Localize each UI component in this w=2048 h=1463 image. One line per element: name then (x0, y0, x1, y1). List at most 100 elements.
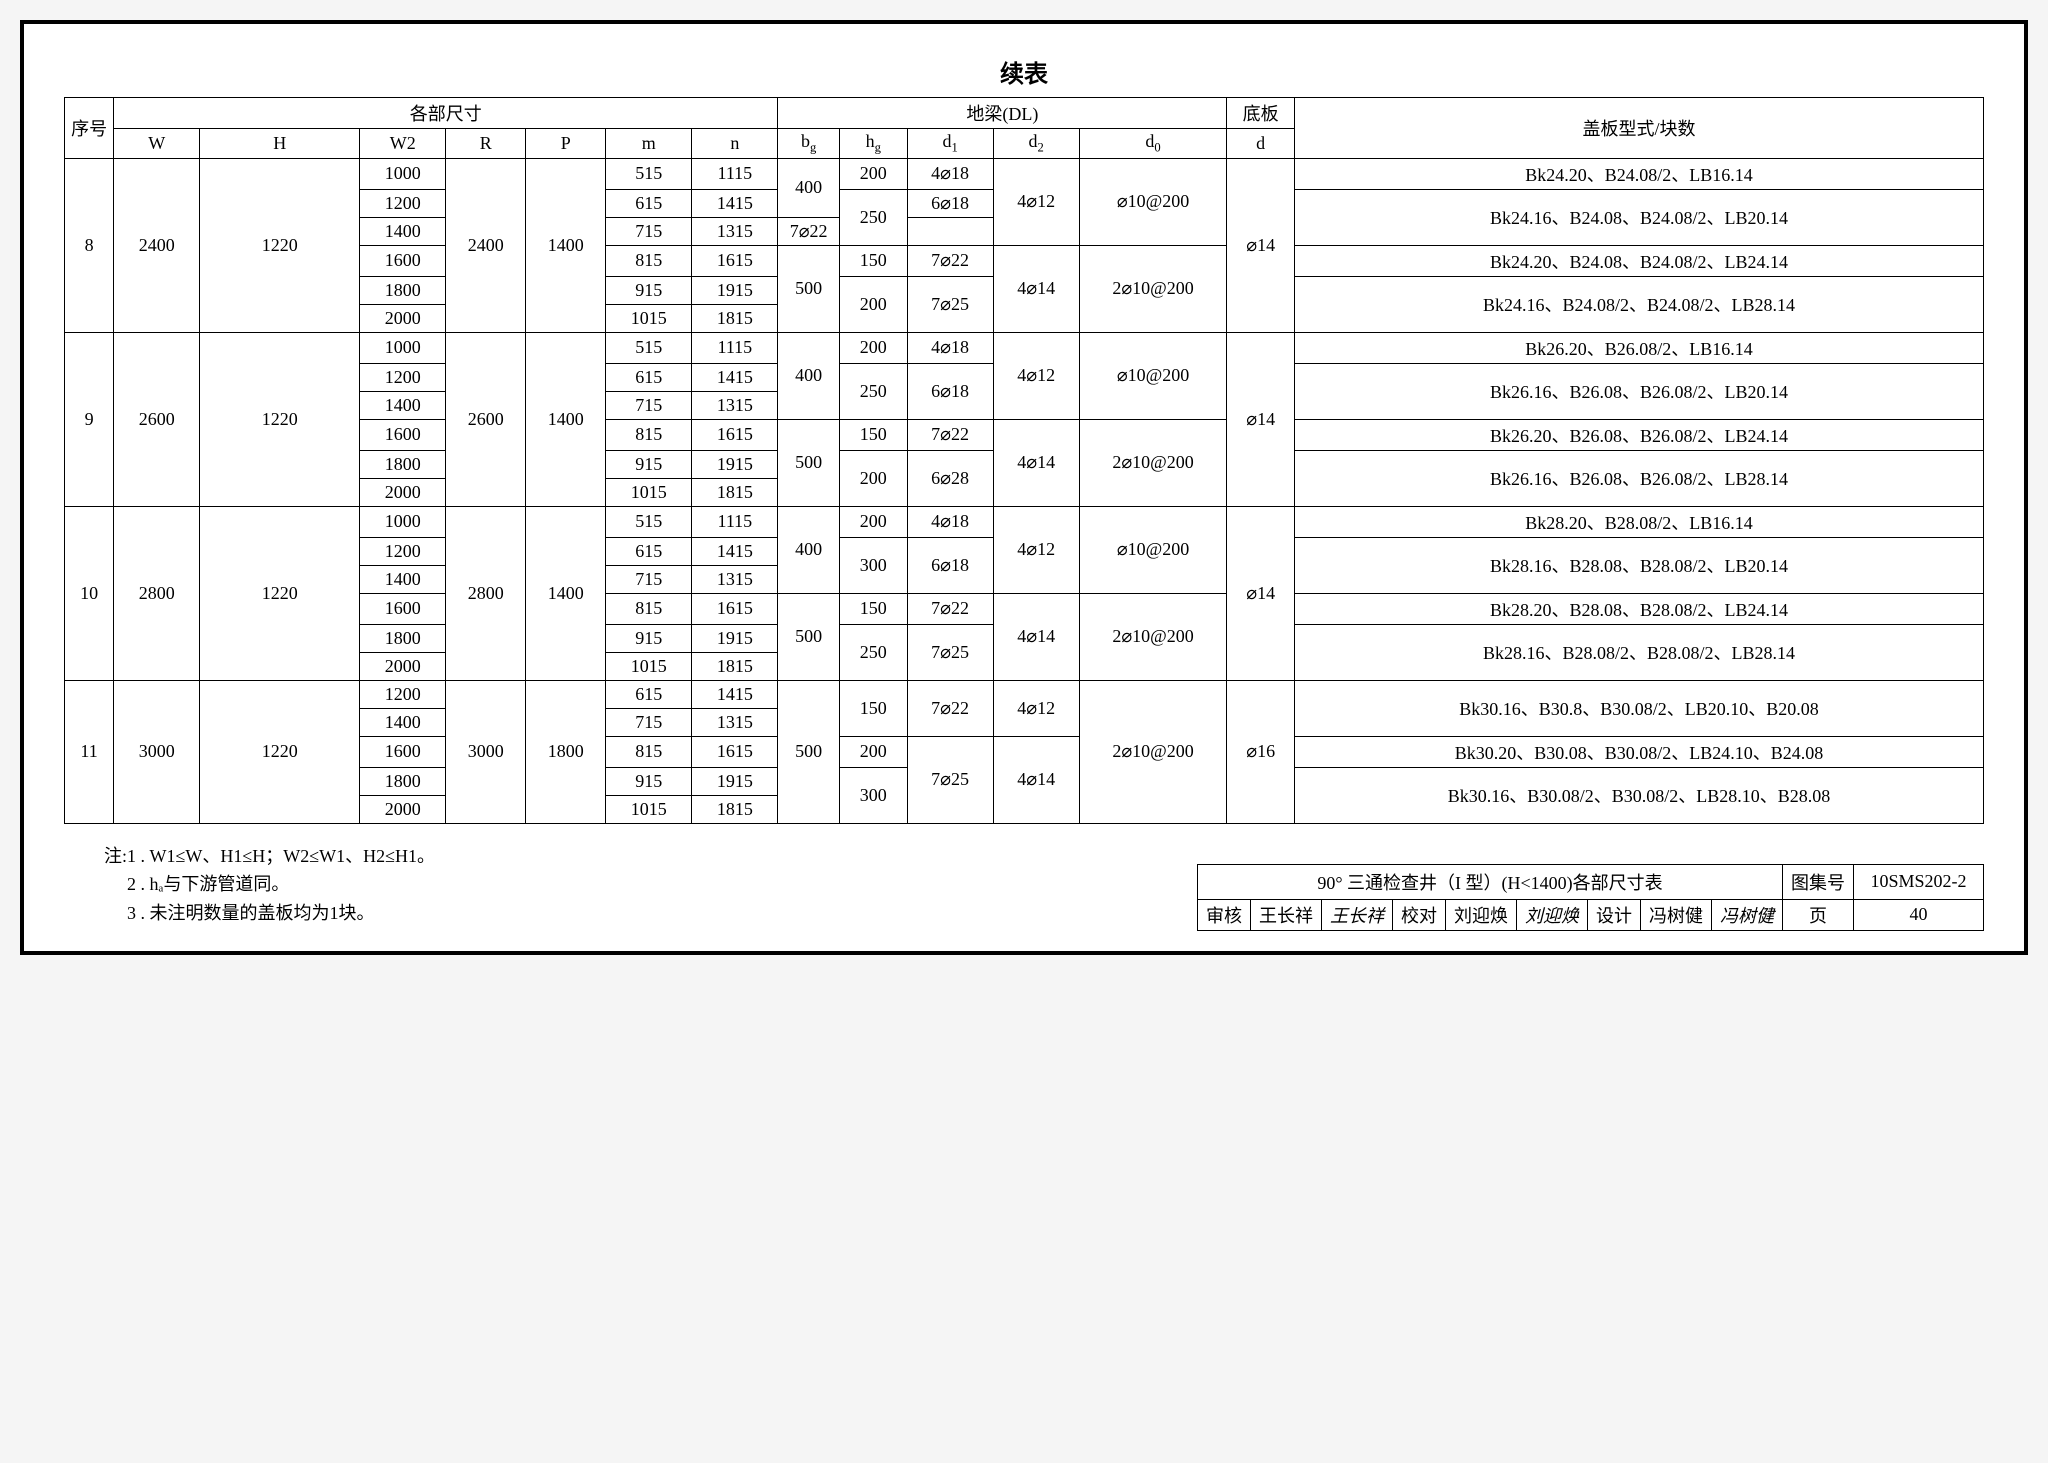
drawing-title: 90° 三通检查井（I 型）(H<1400)各部尺寸表 (1198, 864, 1783, 899)
drawing-no: 10SMS202-2 (1854, 864, 1984, 899)
h-cell: 1220 (200, 680, 360, 823)
d0-cell: 2⌀10@200 (1079, 245, 1227, 332)
title-block: 90° 三通检查井（I 型）(H<1400)各部尺寸表 图集号 10SMS202… (1197, 864, 1984, 931)
d1-cell: 7⌀22 (907, 245, 993, 276)
cover-cell: Bk28.20、B28.08/2、LB16.14 (1295, 506, 1984, 537)
m-cell: 915 (606, 450, 692, 478)
column-header: 盖板型式/块数 (1295, 98, 1984, 159)
hg-cell: 300 (839, 537, 907, 593)
d1-cell: 4⌀18 (907, 158, 993, 189)
design-name: 冯树健 (1641, 899, 1712, 930)
column-header: m (606, 129, 692, 159)
m-cell: 1015 (606, 795, 692, 823)
hg-cell: 150 (839, 593, 907, 624)
h-cell: 1220 (200, 506, 360, 680)
column-header: 底板 (1227, 98, 1295, 129)
column-header: bg (778, 129, 840, 159)
d2-cell: 4⌀14 (993, 593, 1079, 680)
table-title: 续表 (64, 54, 1984, 89)
w2-cell: 1600 (360, 419, 446, 450)
m-cell: 1015 (606, 478, 692, 506)
p-cell: 1400 (526, 332, 606, 506)
w2-cell: 1400 (360, 217, 446, 245)
cover-cell: Bk26.20、B26.08、B26.08/2、LB24.14 (1295, 419, 1984, 450)
hg-cell: 200 (839, 506, 907, 537)
check-name: 刘迎焕 (1446, 899, 1517, 930)
cover-cell: Bk24.16、B24.08/2、B24.08/2、LB28.14 (1295, 276, 1984, 332)
w-cell: 2800 (114, 506, 200, 680)
d0-cell: 2⌀10@200 (1079, 593, 1227, 680)
table-row: 102800122010002800140051511154002004⌀184… (65, 506, 1984, 537)
seq-cell: 8 (65, 158, 114, 332)
w2-cell: 1600 (360, 245, 446, 276)
column-header: H (200, 129, 360, 159)
d0-cell: 2⌀10@200 (1079, 419, 1227, 506)
d-cell: ⌀14 (1227, 158, 1295, 332)
column-header: P (526, 129, 606, 159)
d1-cell: 6⌀18 (907, 363, 993, 419)
d0-cell: ⌀10@200 (1079, 158, 1227, 245)
column-header: d (1227, 129, 1295, 159)
m-cell: 915 (606, 767, 692, 795)
bg-cell: 400 (778, 506, 840, 593)
column-header: d0 (1079, 129, 1227, 159)
d1-cell: 7⌀25 (907, 624, 993, 680)
d1-cell: 7⌀22 (907, 593, 993, 624)
n-cell: 1315 (692, 565, 778, 593)
m-cell: 715 (606, 708, 692, 736)
n-cell: 1615 (692, 419, 778, 450)
d2-cell: 4⌀14 (993, 419, 1079, 506)
r-cell: 2600 (446, 332, 526, 506)
n-cell: 1915 (692, 276, 778, 304)
d0-cell: 2⌀10@200 (1079, 680, 1227, 823)
d2-cell: 4⌀14 (993, 736, 1079, 823)
n-cell: 1315 (692, 708, 778, 736)
review-signature: 王长祥 (1322, 899, 1393, 930)
w2-cell: 1200 (360, 189, 446, 217)
seq-cell: 11 (65, 680, 114, 823)
m-cell: 915 (606, 276, 692, 304)
table-row: 113000122012003000180061514155001507⌀224… (65, 680, 1984, 708)
m-cell: 615 (606, 189, 692, 217)
seq-cell: 10 (65, 506, 114, 680)
w2-cell: 1200 (360, 537, 446, 565)
hg-cell: 200 (839, 332, 907, 363)
w2-cell: 2000 (360, 795, 446, 823)
w2-cell: 1000 (360, 332, 446, 363)
w2-cell: 2000 (360, 652, 446, 680)
w-cell: 3000 (114, 680, 200, 823)
m-cell: 615 (606, 680, 692, 708)
n-cell: 1815 (692, 478, 778, 506)
hg-cell: 200 (839, 276, 907, 332)
m-cell: 615 (606, 537, 692, 565)
m-cell: 815 (606, 736, 692, 767)
d2-cell: 4⌀12 (993, 158, 1079, 245)
m-cell: 715 (606, 391, 692, 419)
bg-cell: 500 (778, 245, 840, 332)
w2-cell: 2000 (360, 304, 446, 332)
cover-cell: Bk30.16、B30.8、B30.08/2、LB20.10、B20.08 (1295, 680, 1984, 736)
m-cell: 815 (606, 419, 692, 450)
n-cell: 1815 (692, 795, 778, 823)
n-cell: 1915 (692, 450, 778, 478)
w2-cell: 1600 (360, 736, 446, 767)
column-header: n (692, 129, 778, 159)
hg-cell: 150 (839, 419, 907, 450)
column-header: W (114, 129, 200, 159)
column-header: R (446, 129, 526, 159)
page-no: 40 (1854, 899, 1984, 930)
notes-label: 注: (104, 846, 127, 866)
cover-cell: Bk30.16、B30.08/2、B30.08/2、LB28.10、B28.08 (1295, 767, 1984, 823)
cover-cell: Bk26.16、B26.08、B26.08/2、LB20.14 (1295, 363, 1984, 419)
n-cell: 1115 (692, 332, 778, 363)
w2-cell: 1000 (360, 506, 446, 537)
d1-cell: 7⌀22 (907, 680, 993, 736)
m-cell: 715 (606, 565, 692, 593)
n-cell: 1415 (692, 680, 778, 708)
drawing-no-label: 图集号 (1783, 864, 1854, 899)
column-header: 各部尺寸 (114, 98, 778, 129)
cover-cell: Bk28.20、B28.08、B28.08/2、LB24.14 (1295, 593, 1984, 624)
w2-cell: 1000 (360, 158, 446, 189)
n-cell: 1115 (692, 506, 778, 537)
h-cell: 1220 (200, 332, 360, 506)
